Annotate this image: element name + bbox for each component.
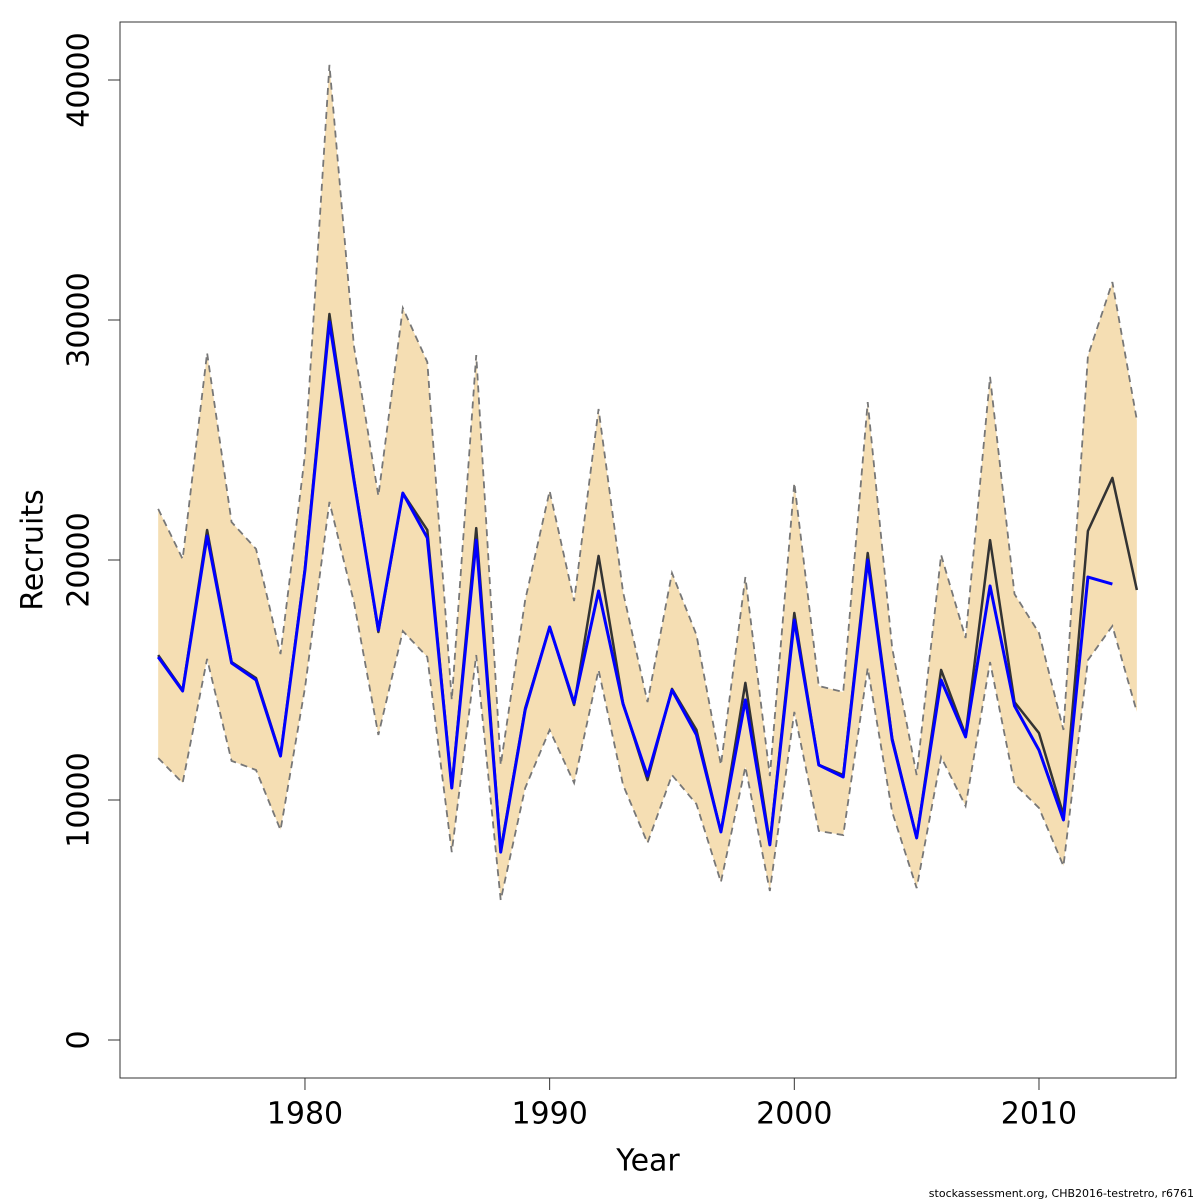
x-tick-label: 1980 — [267, 1097, 343, 1132]
y-tick-label: 10000 — [62, 752, 97, 847]
footnote: stockassessment.org, CHB2016-testretro, … — [929, 1187, 1194, 1200]
band-lower — [157, 501, 1138, 901]
x-axis-label: Year — [615, 1144, 680, 1179]
y-tick-label: 0 — [62, 1030, 97, 1049]
confidence-band — [158, 64, 1137, 901]
x-tick-label: 2010 — [1001, 1097, 1077, 1132]
plot-frame — [119, 21, 1177, 1079]
y-tick-label: 40000 — [62, 32, 97, 127]
y-axis-label: Recruits — [16, 489, 51, 611]
x-tick-label: 2000 — [756, 1097, 832, 1132]
y-tick-label: 20000 — [62, 512, 97, 607]
y-tick-label: 30000 — [62, 272, 97, 367]
series-line — [156, 320, 1113, 854]
band-upper — [157, 64, 1138, 777]
x-tick-label: 1990 — [511, 1097, 587, 1132]
